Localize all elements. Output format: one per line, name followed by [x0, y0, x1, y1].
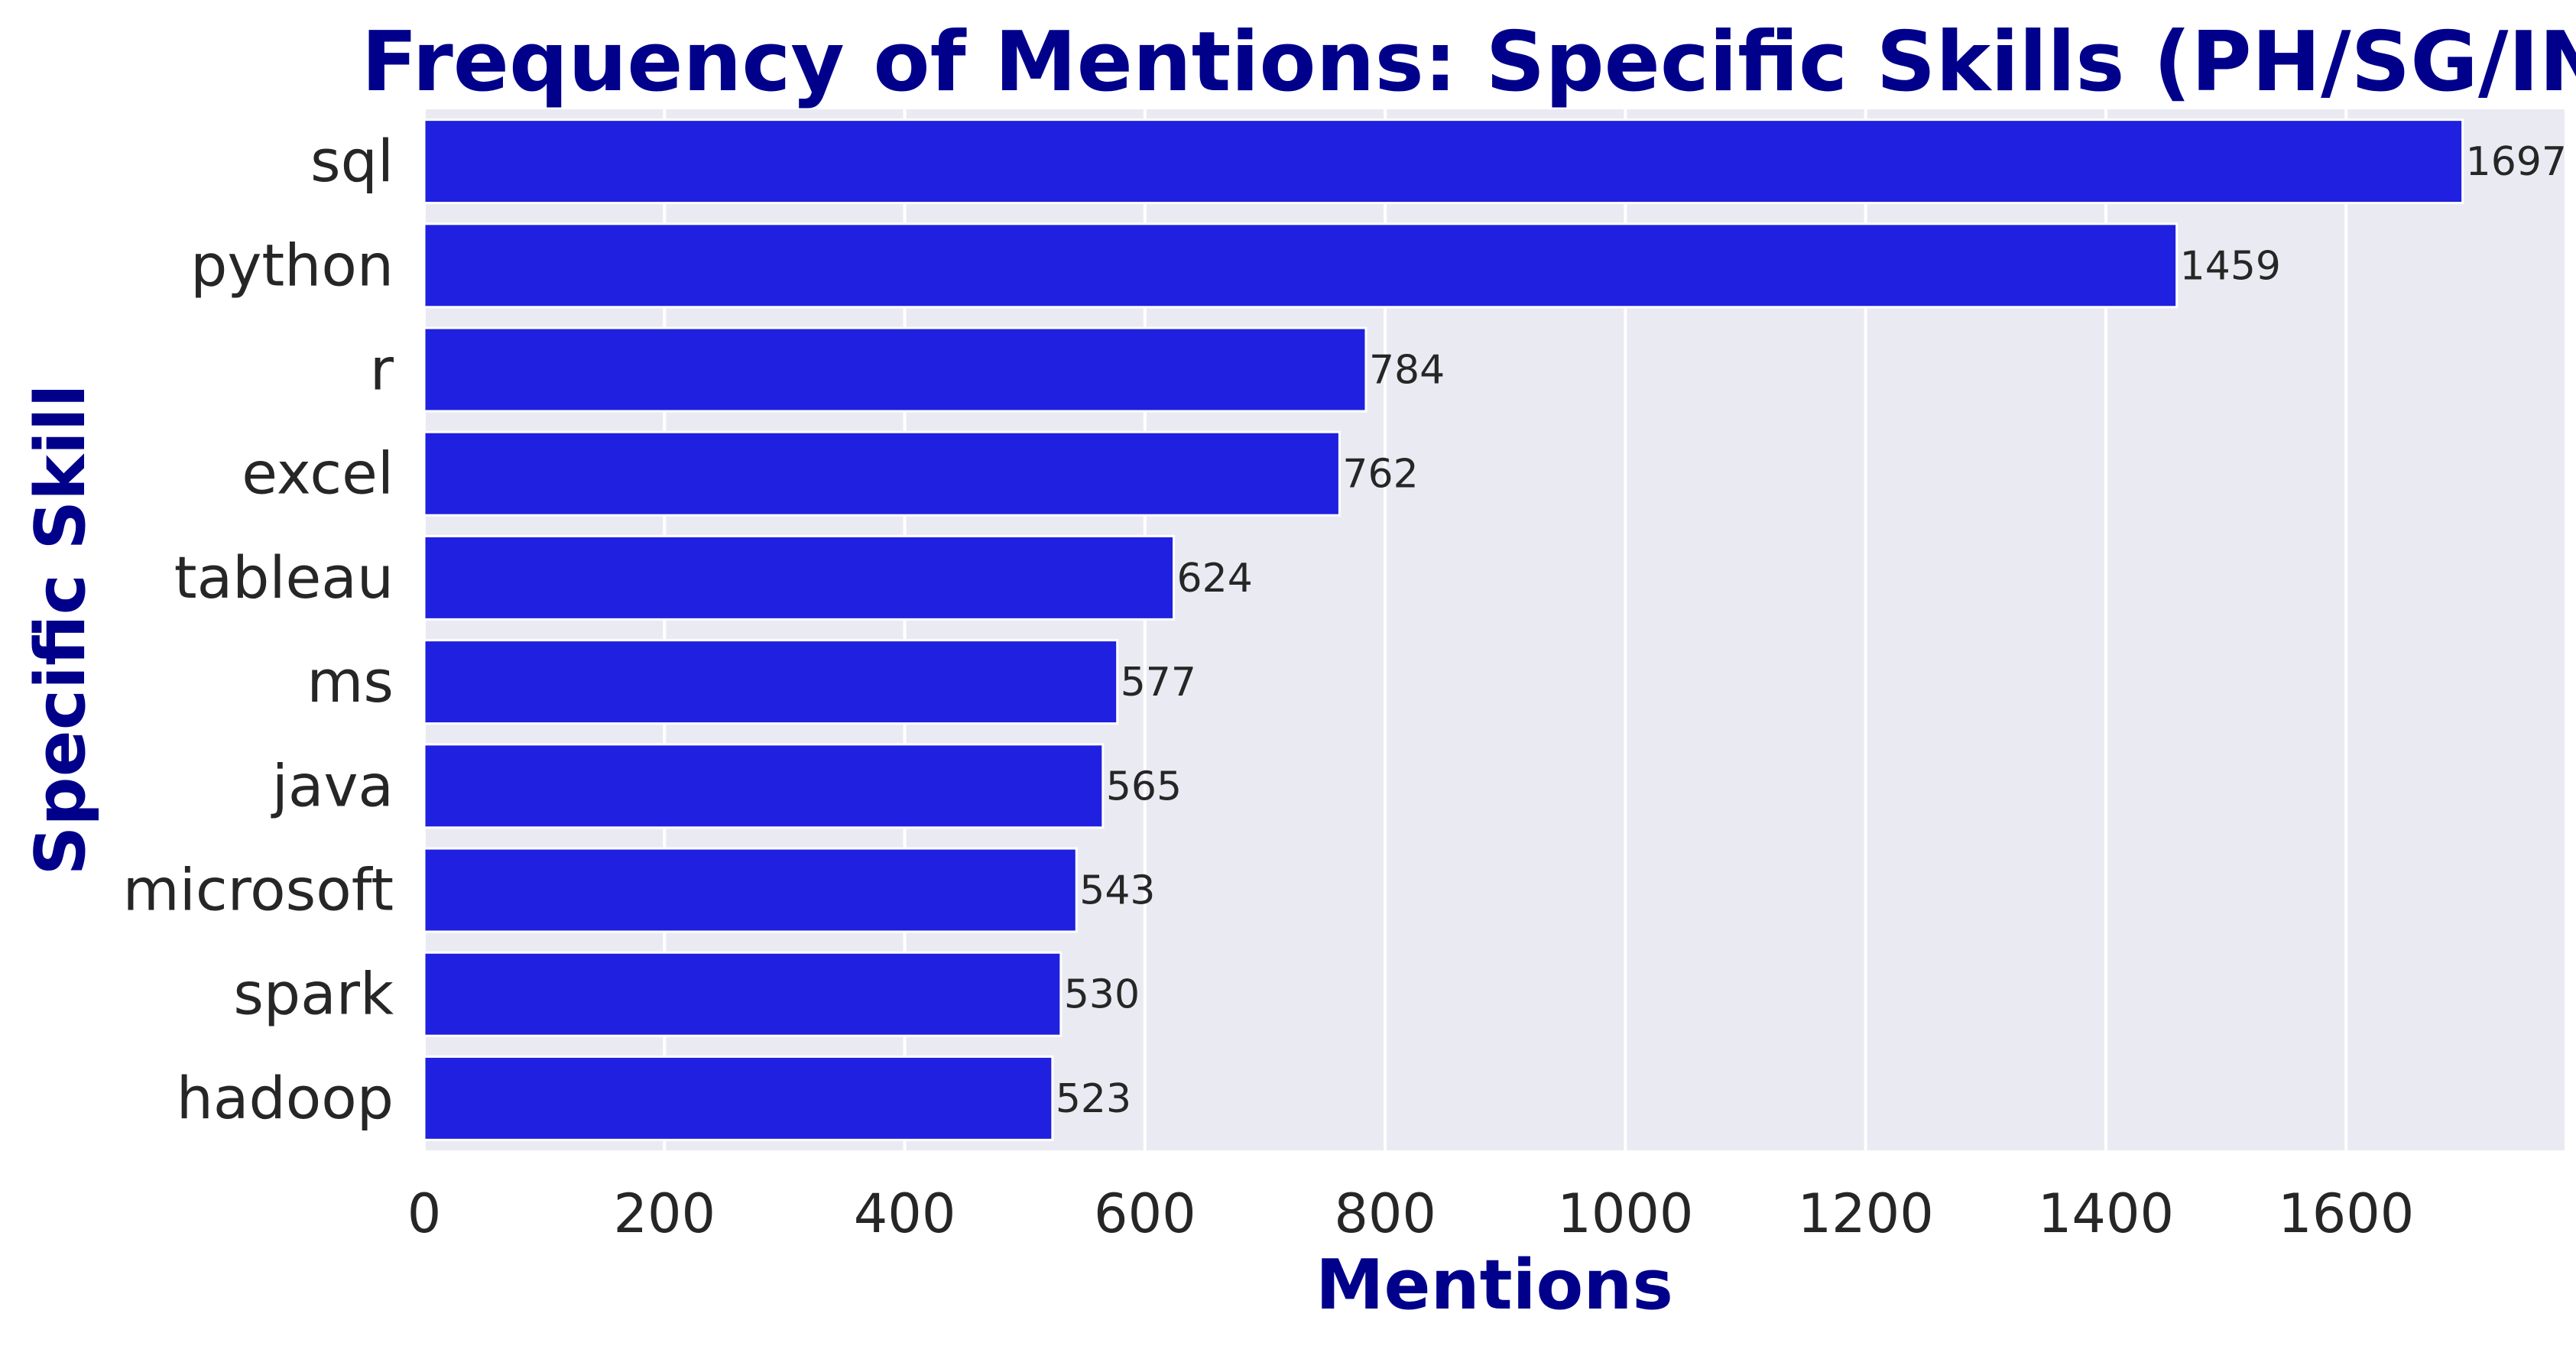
- x-tick-label: 0: [407, 1182, 442, 1245]
- bar-sql: [423, 118, 2464, 205]
- y-tick-labels: sql python r excel tableau ms java microsoft spa…: [123, 127, 394, 1132]
- bar-microsoft: [423, 847, 1078, 933]
- bar-spark: [423, 951, 1063, 1037]
- data-label-hadoop: 523: [1056, 1076, 1131, 1122]
- y-tick-label-hadoop: hadoop: [177, 1064, 394, 1132]
- data-label-ms: 577: [1121, 660, 1196, 705]
- bar-hadoop: [423, 1055, 1054, 1141]
- x-tick-label: 600: [1094, 1182, 1196, 1245]
- bar-r: [423, 326, 1367, 413]
- bar-excel: [423, 430, 1341, 517]
- y-tick-label-ms: ms: [307, 647, 394, 715]
- y-tick-label-sql: sql: [310, 127, 394, 195]
- data-labels: 1697 1459 784 762 624 577 565 543 530 523: [1056, 139, 2567, 1122]
- data-label-sql: 1697: [2466, 139, 2567, 185]
- y-tick-label-spark: spark: [233, 960, 394, 1028]
- x-tick-label: 200: [613, 1182, 715, 1245]
- y-tick-label-tableau: tableau: [174, 543, 394, 611]
- chart-title: Frequency of Mentions: Specific Skills (…: [362, 15, 2576, 110]
- x-tick-label: 400: [854, 1182, 956, 1245]
- bar-java: [423, 743, 1105, 829]
- bar-python: [423, 222, 2179, 309]
- y-tick-label-microsoft: microsoft: [123, 856, 394, 924]
- x-tick-labels: 0 200 400 600 800 1000 1200 1400 1600: [407, 1182, 2415, 1245]
- bars: [423, 118, 2464, 1141]
- x-tick-label: 1600: [2278, 1182, 2414, 1245]
- x-tick-label: 800: [1334, 1182, 1436, 1245]
- y-tick-label-excel: excel: [242, 439, 394, 508]
- x-tick-label: 1200: [1798, 1182, 1934, 1245]
- bar-ms: [423, 639, 1119, 725]
- bar-tableau: [423, 534, 1176, 621]
- y-tick-label-python: python: [190, 231, 394, 299]
- data-label-tableau: 624: [1177, 556, 1253, 602]
- y-axis-title: Specific Skill: [21, 384, 101, 875]
- x-tick-label: 1000: [1557, 1182, 1693, 1245]
- data-label-java: 565: [1106, 764, 1182, 809]
- x-axis-title: Mentions: [1316, 1245, 1673, 1325]
- data-label-excel: 762: [1342, 452, 1418, 498]
- y-tick-label-java: java: [271, 751, 394, 819]
- data-label-spark: 530: [1064, 972, 1140, 1018]
- data-label-python: 1459: [2180, 243, 2281, 289]
- x-tick-label: 1400: [2038, 1182, 2174, 1245]
- data-label-microsoft: 543: [1079, 868, 1155, 914]
- data-label-r: 784: [1369, 348, 1445, 394]
- y-tick-label-r: r: [370, 336, 394, 404]
